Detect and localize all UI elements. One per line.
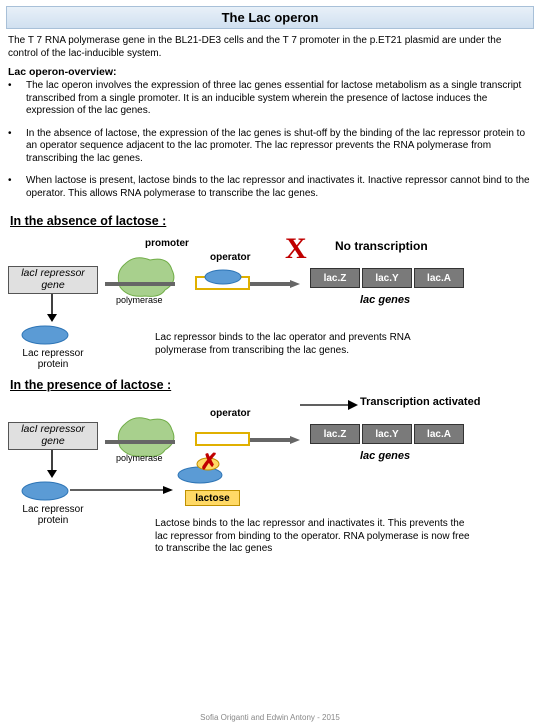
intro-text: The T 7 RNA polymerase gene in the BL21-… bbox=[0, 35, 540, 66]
polymerase-label: polymerase bbox=[116, 296, 163, 306]
operator-label-2: operator bbox=[210, 408, 251, 419]
no-transcription-label: No transcription bbox=[335, 240, 428, 253]
dna-track bbox=[105, 282, 175, 286]
promoter-label: promoter bbox=[145, 238, 189, 249]
repressor-protein-label: Lac repressor protein bbox=[18, 348, 88, 370]
laca-gene-2: lac.A bbox=[414, 424, 464, 444]
arrow-to-inactive-icon bbox=[70, 486, 175, 498]
lac-genes-label-2: lac genes bbox=[360, 450, 410, 462]
repressor-protein-label-2: Lac repressor protein bbox=[18, 504, 88, 526]
arrow-track-icon bbox=[250, 280, 300, 288]
scenario1-caption: Lac repressor binds to the lac operator … bbox=[155, 332, 435, 357]
laca-gene: lac.A bbox=[414, 268, 464, 288]
scenario2-title: In the presence of lactose : bbox=[0, 374, 540, 394]
laci-gene-box-2: lacI repressor gene bbox=[8, 422, 98, 450]
footer-credit: Sofia Origanti and Edwin Antony - 2015 bbox=[0, 713, 540, 722]
repressor-on-operator-icon bbox=[203, 268, 243, 286]
arrow-track-icon-2 bbox=[250, 436, 300, 444]
bullet-1: •The lac operon involves the expression … bbox=[8, 80, 532, 118]
dna-track-2 bbox=[105, 440, 175, 444]
lacz-gene: lac.Z bbox=[310, 268, 360, 288]
polymerase-label-2: polymerase bbox=[116, 454, 163, 464]
operator-label: operator bbox=[210, 252, 251, 263]
bullet-2: •In the absence of lactose, the expressi… bbox=[8, 128, 532, 166]
polymerase-icon bbox=[110, 252, 180, 300]
lactose-label-box: lactose bbox=[185, 490, 240, 506]
lac-genes-label: lac genes bbox=[360, 294, 410, 306]
x-mark-icon-2: ✗ bbox=[200, 450, 218, 474]
lacy-gene-2: lac.Y bbox=[362, 424, 412, 444]
overview-title: Lac operon-overview: bbox=[8, 66, 532, 78]
transcription-arrow-icon bbox=[300, 398, 360, 412]
page-title: The Lac operon bbox=[6, 6, 534, 29]
lacz-gene-2: lac.Z bbox=[310, 424, 360, 444]
scenario2-caption: Lactose binds to the lac repressor and i… bbox=[155, 518, 475, 556]
arrow-down-icon-2 bbox=[44, 450, 60, 480]
overview-section: Lac operon-overview: •The lac operon inv… bbox=[0, 66, 540, 200]
operator-box-2 bbox=[195, 432, 250, 446]
laci-gene-box: lacI repressor gene bbox=[8, 266, 98, 294]
bullet-3: •When lactose is present, lactose binds … bbox=[8, 175, 532, 200]
x-mark-icon: X bbox=[285, 232, 307, 265]
diagram-absence: lacI repressor gene Lac repressor protei… bbox=[0, 230, 540, 370]
scenario1-title: In the absence of lactose : bbox=[0, 210, 540, 230]
lacy-gene: lac.Y bbox=[362, 268, 412, 288]
transcription-activated-label: Transcription activated bbox=[360, 396, 480, 408]
diagram-presence: lacI repressor gene Lac repressor protei… bbox=[0, 394, 540, 584]
arrow-down-icon bbox=[44, 294, 60, 324]
repressor-protein-icon bbox=[20, 324, 70, 346]
repressor-protein-icon-2 bbox=[20, 480, 70, 502]
